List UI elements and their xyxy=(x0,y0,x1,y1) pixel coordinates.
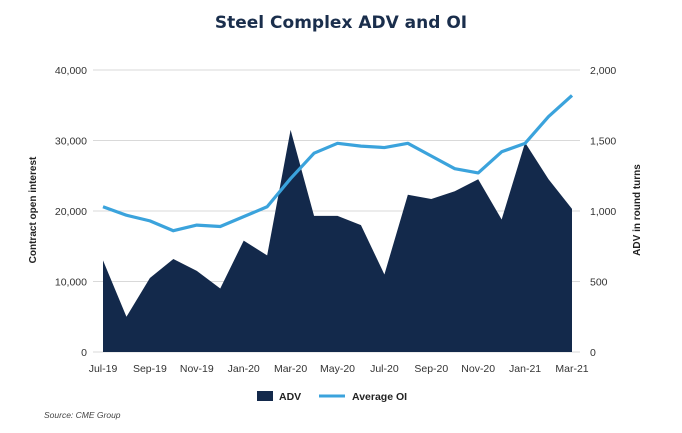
x-axis-ticks: Jul-19 Sep-19 Nov-19 Jan-20 Mar-20 May-20 Jul-… xyxy=(89,363,589,375)
left-axis-ticks: 0 10,000 20,000 30,000 40,000 xyxy=(55,65,87,359)
legend-average-oi-label: Average OI xyxy=(352,391,407,403)
left-tick-label: 30,000 xyxy=(55,136,87,148)
x-tick-label: Nov-20 xyxy=(461,363,495,375)
x-tick-label: Sep-19 xyxy=(133,363,167,375)
left-tick-label: 20,000 xyxy=(55,206,87,218)
left-tick-label: 0 xyxy=(81,347,87,359)
x-tick-label: Jul-19 xyxy=(89,363,118,375)
x-tick-label: Mar-21 xyxy=(555,363,588,375)
x-tick-label: Jul-20 xyxy=(370,363,399,375)
right-tick-label: 1,000 xyxy=(590,206,616,218)
x-tick-label: Sep-20 xyxy=(414,363,448,375)
x-tick-label: Jan-20 xyxy=(228,363,260,375)
left-tick-label: 10,000 xyxy=(55,277,87,289)
average-oi-line xyxy=(102,94,574,233)
chart-title: Steel Complex ADV and OI xyxy=(215,13,467,33)
legend-adv-label: ADV xyxy=(279,391,301,403)
adv-area-series xyxy=(103,129,572,352)
x-tick-label: Mar-20 xyxy=(274,363,307,375)
x-tick-label: Nov-19 xyxy=(180,363,214,375)
right-axis-label: ADV in round turns xyxy=(632,164,643,256)
source-note: Source: CME Group xyxy=(44,410,121,420)
right-tick-label: 0 xyxy=(590,347,596,359)
left-axis-label: Contract open interest xyxy=(28,156,39,263)
legend-adv-swatch xyxy=(257,391,273,401)
left-tick-label: 40,000 xyxy=(55,65,87,77)
x-tick-label: May-20 xyxy=(320,363,355,375)
x-tick-label: Jan-21 xyxy=(509,363,541,375)
right-tick-label: 1,500 xyxy=(590,136,616,148)
right-tick-label: 500 xyxy=(590,277,608,289)
right-tick-label: 2,000 xyxy=(590,65,616,77)
right-axis-ticks: 0 500 1,000 1,500 2,000 xyxy=(590,65,616,359)
average-oi-line-series xyxy=(102,94,574,233)
adv-area xyxy=(103,129,572,352)
legend: ADV Average OI xyxy=(257,391,407,403)
